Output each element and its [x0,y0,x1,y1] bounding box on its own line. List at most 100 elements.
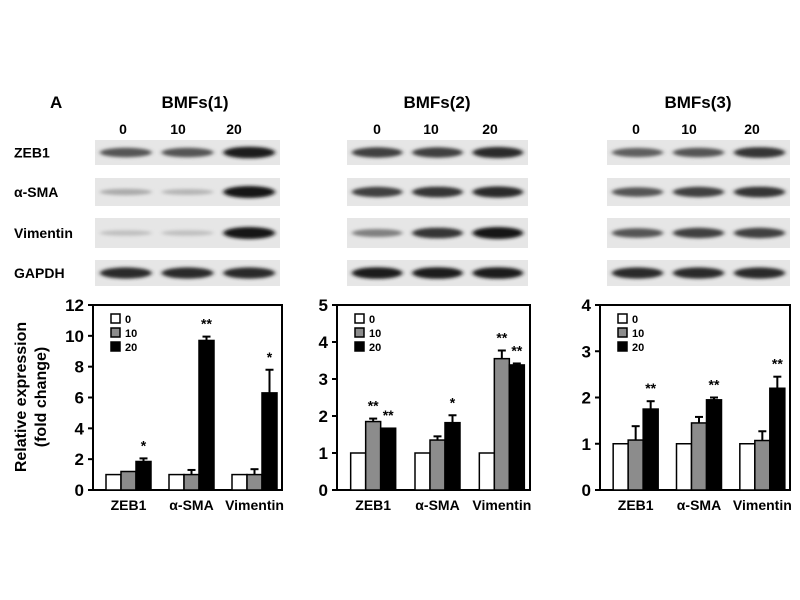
band [611,147,664,158]
y-tick-label: 4 [75,419,85,438]
bar-10-ZEB1 [627,439,644,491]
legend-swatch [617,313,628,324]
bar-20-Vimentin [508,364,526,491]
lane-label: 0 [119,121,127,137]
row-label-3: GAPDH [14,265,65,281]
bar-20-α-SMA [705,399,723,491]
bar-0-ZEB1 [105,473,122,491]
blot-1-row-0 [95,140,280,165]
band [99,188,152,196]
row-label-1: α-SMA [14,184,58,200]
lane-label: 20 [226,121,242,137]
blot-3-row-2 [607,218,790,248]
significance-marker: * [141,437,147,453]
x-tick-label: ZEB1 [111,497,147,513]
band [733,186,786,198]
band [99,230,152,236]
x-tick-label: α-SMA [677,497,721,513]
bar-10-α-SMA [429,439,446,491]
y-tick-label: 10 [65,327,84,346]
y-tick-label: 3 [582,342,591,361]
band [351,229,403,237]
y-tick-label: 0 [319,481,328,500]
y-tick-label: 3 [319,370,328,389]
x-tick-label: ZEB1 [355,497,391,513]
band [672,267,725,279]
y-tick-label: 1 [319,444,328,463]
y-tick-label: 6 [75,389,84,408]
y-axis-label: (fold change) [33,347,50,447]
legend-swatch [617,341,628,352]
legend-label: 10 [632,328,644,340]
bar-20-ZEB1 [642,408,659,491]
legend-swatch [110,327,121,338]
band [672,186,725,198]
significance-marker: ** [383,407,394,423]
bar-0-Vimentin [231,473,248,491]
y-tick-label: 0 [75,481,84,500]
blot-2-row-2 [347,218,528,248]
bar-20-ZEB1 [379,427,397,491]
blot-2-row-1 [347,178,528,206]
blot-title-2: BMFs(2) [403,93,470,112]
lane-label: 20 [482,121,498,137]
band [412,186,463,198]
lane-label: 0 [632,121,640,137]
x-tick-label: Vimentin [472,497,531,513]
blot-1-row-1 [95,178,280,206]
bar-10-ZEB1 [364,420,382,491]
bar-10-ZEB1 [120,470,137,491]
y-tick-label: 4 [582,296,592,315]
significance-marker: * [450,394,456,410]
significance-marker: ** [511,342,522,358]
bar-20-α-SMA [198,339,215,491]
band [672,147,725,158]
significance-marker: ** [201,316,212,332]
blot-title-1: BMFs(1) [161,93,228,112]
y-tick-label: 1 [582,435,591,454]
bar-0-Vimentin [739,443,756,491]
panel-label: A [50,93,62,112]
blot-1-row-3 [95,260,280,286]
band [412,147,463,158]
legend-label: 0 [369,314,375,326]
legend-label: 0 [632,314,638,326]
band [611,187,664,197]
band [99,267,152,279]
band [733,267,786,279]
y-axis-label: Relative expression [13,322,30,472]
band [472,186,524,198]
blot-3-row-0 [607,140,790,165]
y-tick-label: 2 [319,407,328,426]
band [672,227,725,239]
band [733,227,786,239]
significance-marker: ** [709,377,720,393]
bar-20-ZEB1 [135,460,152,491]
band [223,146,276,159]
significance-marker: ** [772,356,783,372]
row-label-0: ZEB1 [14,145,50,161]
bar-20-Vimentin [261,392,278,491]
lane-label: 10 [423,121,439,137]
legend-label: 0 [125,314,131,326]
band [161,189,214,195]
y-tick-label: 8 [75,358,84,377]
legend-label: 20 [632,342,644,354]
band [99,147,152,158]
band [161,267,214,279]
band [223,227,276,239]
band [223,186,276,198]
blot-2-row-3 [347,260,528,286]
band [223,267,276,279]
y-tick-label: 2 [75,450,84,469]
blot-3-row-1 [607,178,790,206]
band [161,147,214,158]
lane-label: 20 [744,121,760,137]
significance-marker: * [267,349,273,365]
bar-0-α-SMA [168,473,185,491]
legend-swatch [617,327,628,338]
blot-2-row-0 [347,140,528,165]
y-tick-label: 5 [319,296,328,315]
band [733,147,786,158]
